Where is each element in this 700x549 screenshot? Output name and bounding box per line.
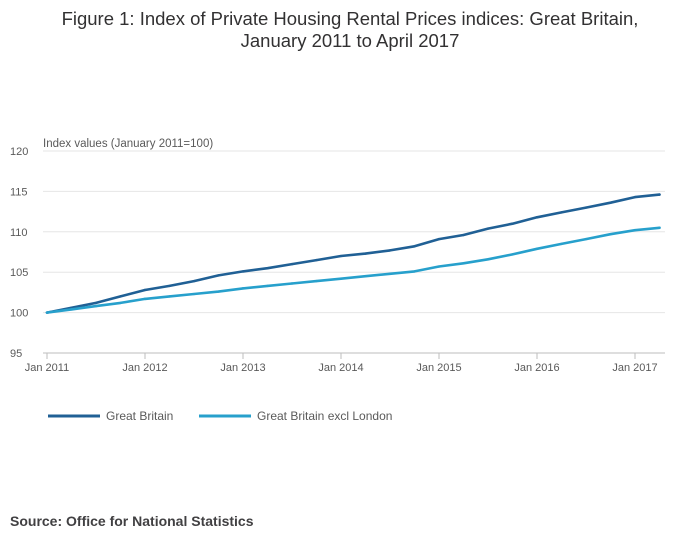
data-point bbox=[217, 290, 220, 293]
data-point bbox=[339, 277, 343, 280]
data-point bbox=[535, 247, 539, 250]
x-tick-label: Jan 2013 bbox=[220, 362, 265, 374]
data-point bbox=[143, 297, 147, 301]
data-point bbox=[217, 274, 220, 277]
x-tick-label: Jan 2016 bbox=[514, 362, 559, 374]
grid-lines bbox=[43, 150, 665, 354]
data-point bbox=[633, 228, 637, 232]
data-point bbox=[511, 253, 514, 256]
chart-title-line-1: Figure 1: Index of Private Housing Renta… bbox=[61, 8, 639, 29]
data-point bbox=[192, 279, 196, 283]
data-point bbox=[168, 295, 171, 298]
data-point bbox=[437, 237, 441, 241]
series-line-1 bbox=[45, 193, 661, 314]
source-note: Source: Office for National Statistics bbox=[10, 513, 254, 529]
legend: Great Britain Great Britain excl London bbox=[48, 409, 392, 423]
data-point bbox=[94, 304, 98, 308]
data-point bbox=[364, 252, 367, 255]
data-point bbox=[462, 262, 465, 265]
x-tick-label: Jan 2012 bbox=[122, 362, 167, 374]
data-point bbox=[560, 211, 563, 214]
data-point bbox=[168, 284, 171, 288]
data-point bbox=[339, 254, 343, 258]
data-point bbox=[241, 270, 245, 273]
data-point bbox=[290, 282, 294, 285]
data-point bbox=[560, 242, 563, 246]
x-axis: Jan 2011 Jan 2012 Jan 2013 Jan 2014 Jan 2015… bbox=[25, 353, 658, 374]
y-axis-ticks: 95 100 105 110 115 120 bbox=[10, 146, 28, 360]
data-point bbox=[609, 201, 612, 204]
data-point bbox=[315, 258, 318, 262]
data-point bbox=[633, 195, 637, 199]
data-point bbox=[266, 266, 269, 270]
data-point bbox=[658, 193, 661, 196]
y-axis-label: Index values (January 2011=100) bbox=[43, 138, 213, 150]
series-line-2 bbox=[45, 226, 661, 314]
data-point bbox=[511, 222, 514, 225]
data-point bbox=[413, 270, 416, 273]
x-tick-label: Jan 2014 bbox=[318, 362, 363, 374]
y-tick-label: 105 bbox=[10, 267, 28, 279]
chart-title: Figure 1: Index of Private Housing Renta… bbox=[0, 8, 700, 52]
y-tick-label: 110 bbox=[10, 227, 28, 239]
data-point bbox=[413, 245, 416, 248]
data-point bbox=[70, 308, 73, 311]
data-point bbox=[486, 227, 490, 230]
data-point bbox=[143, 288, 147, 292]
data-point bbox=[609, 233, 612, 236]
data-point bbox=[94, 301, 98, 305]
data-point bbox=[388, 272, 392, 276]
data-point bbox=[192, 292, 196, 296]
data-point bbox=[584, 206, 588, 209]
y-tick-label: 115 bbox=[10, 186, 28, 198]
data-point bbox=[388, 249, 392, 252]
data-point bbox=[658, 226, 661, 229]
data-point bbox=[535, 216, 539, 219]
data-point bbox=[119, 301, 122, 305]
data-point bbox=[45, 311, 49, 314]
y-tick-label: 120 bbox=[10, 146, 28, 158]
data-point bbox=[462, 233, 465, 237]
legend-label: Great Britain bbox=[106, 409, 173, 423]
data-point bbox=[437, 265, 441, 268]
data-point bbox=[315, 279, 318, 283]
series-lines bbox=[45, 193, 661, 314]
x-tick-label: Jan 2011 bbox=[25, 362, 69, 374]
chart-title-line-2: January 2011 to April 2017 bbox=[240, 30, 460, 51]
x-tick-label: Jan 2017 bbox=[612, 362, 657, 374]
data-point bbox=[119, 295, 122, 298]
data-point bbox=[241, 287, 245, 290]
data-point bbox=[584, 237, 588, 241]
data-point bbox=[486, 258, 490, 261]
data-point bbox=[364, 275, 367, 278]
y-tick-label: 100 bbox=[10, 308, 28, 320]
data-point bbox=[290, 262, 294, 266]
data-point bbox=[266, 284, 269, 288]
y-tick-label: 95 bbox=[10, 348, 22, 360]
legend-label: Great Britain excl London bbox=[257, 409, 392, 423]
x-tick-label: Jan 2015 bbox=[416, 362, 461, 374]
